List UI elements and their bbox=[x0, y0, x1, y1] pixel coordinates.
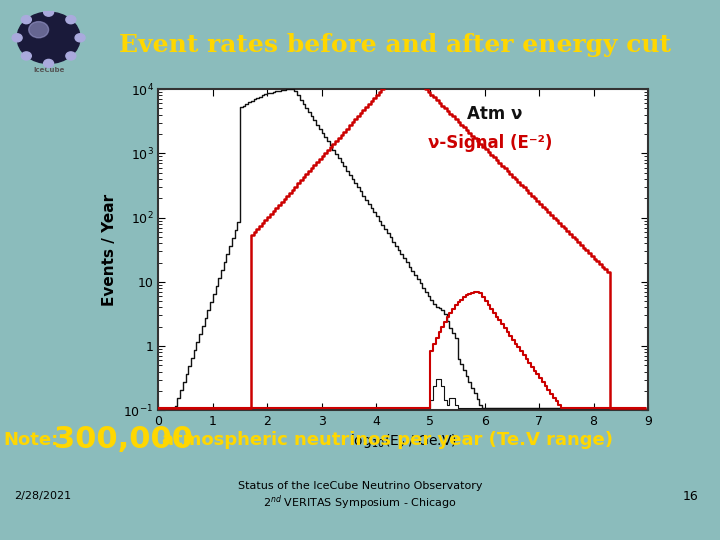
Text: 2/28/2021: 2/28/2021 bbox=[14, 491, 71, 501]
Circle shape bbox=[44, 59, 53, 68]
Text: 300,000: 300,000 bbox=[54, 424, 193, 454]
Circle shape bbox=[44, 8, 53, 16]
Circle shape bbox=[22, 52, 31, 60]
Text: IceCube: IceCube bbox=[33, 67, 64, 73]
Text: Event rates before and after energy cut: Event rates before and after energy cut bbox=[119, 32, 671, 57]
Circle shape bbox=[29, 22, 49, 38]
Circle shape bbox=[22, 16, 31, 24]
Text: ν-Signal (E⁻²): ν-Signal (E⁻²) bbox=[428, 134, 552, 152]
Text: Status of the IceCube Neutrino Observatory
2$^{nd}$ VERITAS Symposium - Chicago: Status of the IceCube Neutrino Observato… bbox=[238, 481, 482, 512]
Circle shape bbox=[66, 16, 76, 24]
Text: Note:: Note: bbox=[4, 431, 59, 449]
Circle shape bbox=[17, 12, 80, 64]
Text: 16: 16 bbox=[683, 490, 698, 503]
Text: atmospheric neutrinos per year (Te.V range): atmospheric neutrinos per year (Te.V ran… bbox=[162, 431, 613, 449]
Circle shape bbox=[75, 33, 85, 42]
Circle shape bbox=[12, 33, 22, 42]
Circle shape bbox=[66, 52, 76, 60]
Text: Atm ν: Atm ν bbox=[467, 105, 522, 123]
Y-axis label: Events / Year: Events / Year bbox=[102, 194, 117, 306]
X-axis label: log$_{10}$(E$_{\nu}$ / Ge.V): log$_{10}$(E$_{\nu}$ / Ge.V) bbox=[350, 433, 456, 450]
